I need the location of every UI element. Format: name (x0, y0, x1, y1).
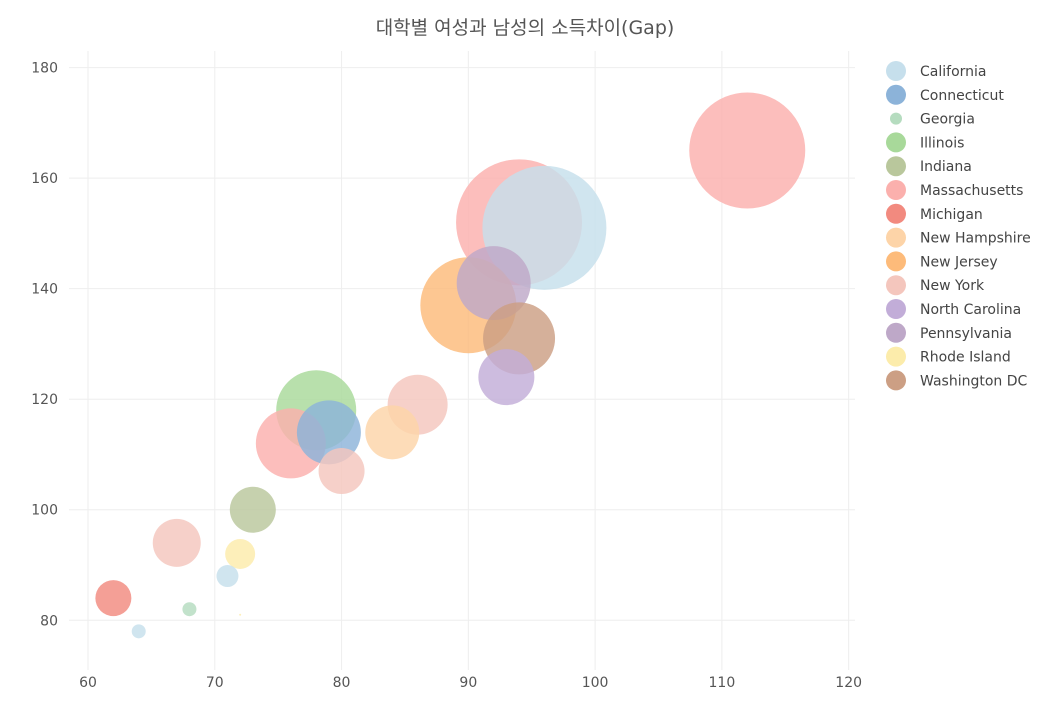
bubble-california[interactable]: California (71, 88) (216, 565, 239, 588)
legend-item-washington-dc[interactable]: Washington DC (886, 370, 1028, 391)
y-tick-label: 100 (31, 503, 58, 519)
x-tick-label: 100 (582, 675, 609, 691)
legend-label: Illinois (920, 135, 964, 151)
legend-item-rhode-island[interactable]: Rhode Island (886, 346, 1011, 367)
x-tick-label: 80 (333, 675, 351, 691)
bubble-new-york[interactable]: New York (67, 94) (152, 518, 201, 567)
legend-swatch (886, 180, 906, 200)
legend[interactable]: California Connecticut Georgia Illinois Indi… (886, 61, 1031, 391)
bubble-michigan[interactable]: Michigan (62, 84) (95, 580, 132, 617)
legend-swatch (886, 251, 906, 272)
legend-item-massachusetts[interactable]: Massachusetts (886, 180, 1023, 200)
legend-swatch (886, 299, 906, 319)
legend-label: Connecticut (920, 88, 1004, 104)
bubble-california[interactable]: California (64, 78) (131, 624, 146, 639)
legend-label: Michigan (920, 207, 983, 223)
legend-label: Washington DC (920, 373, 1028, 389)
legend-label: Indiana (920, 159, 972, 175)
x-tick-label: 90 (459, 675, 477, 691)
legend-label: North Carolina (920, 302, 1021, 318)
legend-label: Pennsylvania (920, 326, 1012, 342)
legend-label: New York (920, 278, 985, 294)
bubble-rhode-island[interactable]: Rhode Island (72, 81) (239, 613, 242, 616)
legend-item-new-hampshire[interactable]: New Hampshire (886, 227, 1031, 248)
bubble-massachusetts[interactable]: Massachusetts (112, 165) (689, 92, 806, 209)
legend-item-north-carolina[interactable]: North Carolina (886, 299, 1021, 319)
bubble-new-york[interactable]: New York (80, 107) (318, 448, 365, 495)
bubble-rhode-island[interactable]: Rhode Island (72, 92) (225, 538, 256, 569)
y-tick-label: 80 (40, 613, 58, 629)
legend-swatch (886, 346, 906, 367)
bubble-georgia[interactable]: Georgia (68, 82) (182, 602, 197, 617)
legend-swatch (886, 61, 906, 81)
legend-item-new-york[interactable]: New York (886, 275, 985, 296)
x-tick-label: 120 (835, 675, 862, 691)
legend-label: New Jersey (920, 254, 998, 270)
legend-swatch (886, 275, 906, 296)
y-tick-label: 160 (31, 171, 58, 187)
x-tick-label: 60 (79, 675, 97, 691)
bubble-new-hampshire[interactable]: New Hampshire (84, 114) (365, 405, 420, 460)
legend-item-connecticut[interactable]: Connecticut (886, 84, 1004, 105)
legend-swatch (886, 84, 906, 105)
x-tick-label: 110 (709, 675, 736, 691)
legend-swatch (886, 203, 906, 224)
legend-item-illinois[interactable]: Illinois (886, 132, 964, 153)
legend-label: California (920, 64, 986, 80)
legend-item-georgia[interactable]: Georgia (890, 112, 975, 128)
legend-item-indiana[interactable]: Indiana (886, 156, 972, 177)
y-tick-label: 120 (31, 392, 58, 408)
x-tick-label: 70 (206, 675, 224, 691)
axis-ticks: 60 70 80 90 100 110 120 80 100 120 140 160 180 (31, 61, 862, 691)
legend-swatch (886, 322, 906, 343)
bubble-north-carolina[interactable]: North Carolina (93, 124) (478, 349, 535, 406)
bubble-pennsylvania[interactable]: Pennsylvania (92, 141) (456, 246, 531, 321)
y-tick-label: 140 (31, 282, 58, 298)
chart-title: 대학별 여성과 남성의 소득차이(Gap) (376, 17, 675, 39)
legend-swatch (890, 112, 902, 125)
legend-label: Georgia (920, 112, 975, 128)
y-tick-label: 180 (31, 61, 58, 77)
legend-swatch (886, 132, 906, 153)
legend-swatch (886, 227, 906, 248)
legend-label: Massachusetts (920, 183, 1023, 199)
legend-swatch (886, 370, 906, 391)
bubble-indiana[interactable]: Indiana (73, 100) (229, 486, 276, 533)
legend-item-new-jersey[interactable]: New Jersey (886, 251, 998, 272)
legend-item-california[interactable]: California (886, 61, 986, 81)
legend-item-pennsylvania[interactable]: Pennsylvania (886, 322, 1012, 343)
bubble-layer: Massachusetts (94, 152)California (96, 1… (95, 92, 806, 639)
legend-item-michigan[interactable]: Michigan (886, 203, 983, 224)
legend-label: Rhode Island (920, 350, 1011, 366)
legend-swatch (886, 156, 906, 177)
legend-label: New Hampshire (920, 231, 1031, 247)
